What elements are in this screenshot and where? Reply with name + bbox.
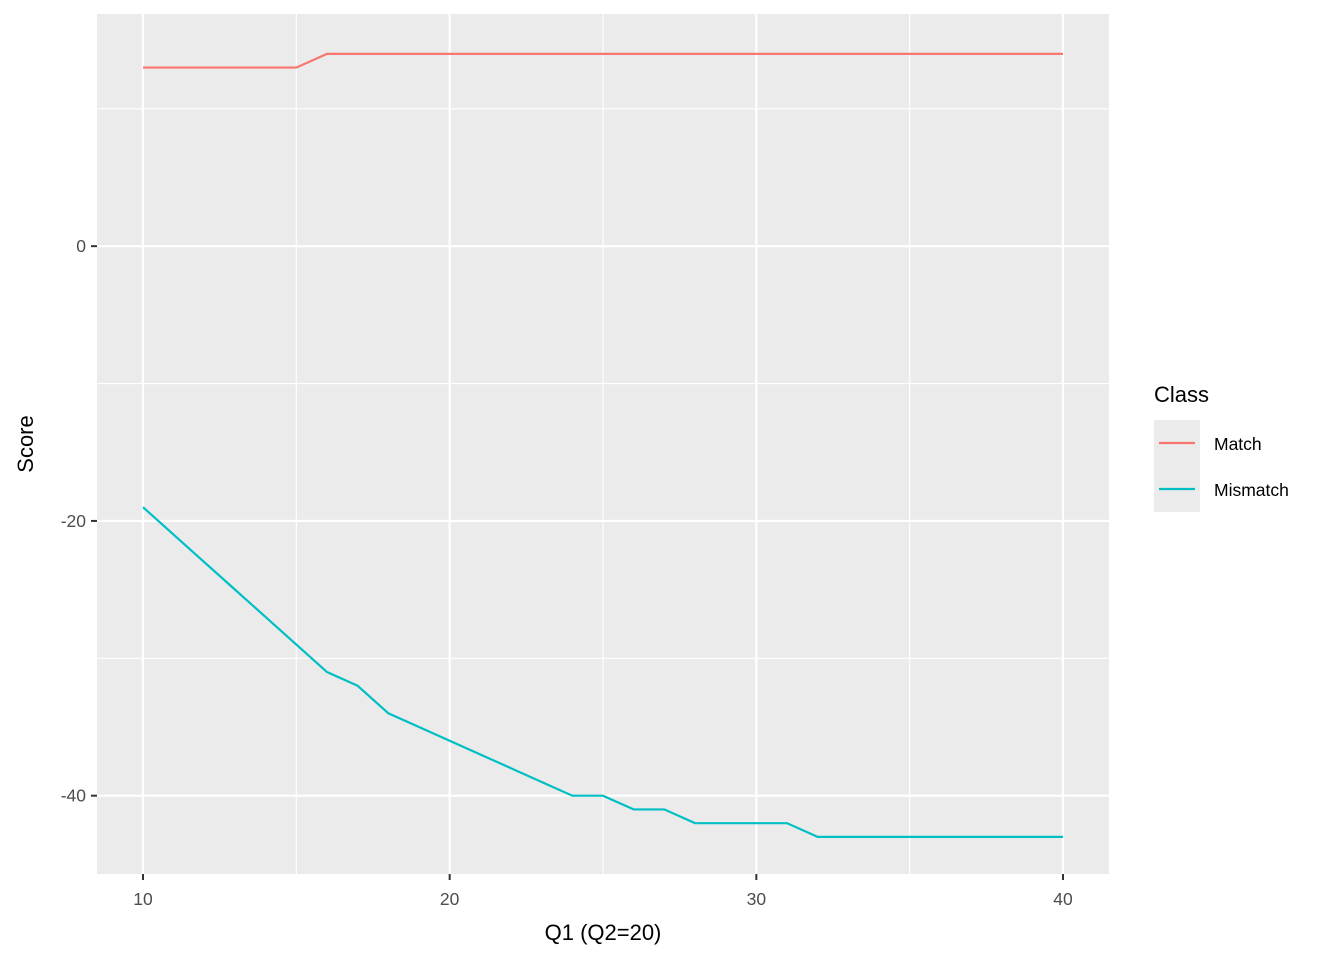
x-tick-label: 40 [1053, 889, 1073, 909]
x-axis-title: Q1 (Q2=20) [545, 920, 662, 945]
y-tick-label: -40 [61, 786, 87, 806]
legend-label: Mismatch [1214, 480, 1289, 500]
legend-label: Match [1214, 434, 1262, 454]
gridlines [97, 14, 1109, 874]
legend-title: Class [1154, 382, 1209, 407]
axes: 10 20 30 40 0 -20 -40 [61, 236, 1073, 909]
x-tick-label: 30 [747, 889, 767, 909]
y-tick-label: 0 [76, 236, 86, 256]
x-tick-label: 10 [133, 889, 153, 909]
y-tick-label: -20 [61, 511, 87, 531]
series-line-mismatch [142, 506, 1063, 839]
legend: Class Match Mismatch [1154, 382, 1289, 512]
series-lines [142, 52, 1063, 839]
series-line-match [143, 52, 1063, 69]
y-axis-title: Score [13, 415, 38, 472]
x-tick-label: 20 [440, 889, 460, 909]
